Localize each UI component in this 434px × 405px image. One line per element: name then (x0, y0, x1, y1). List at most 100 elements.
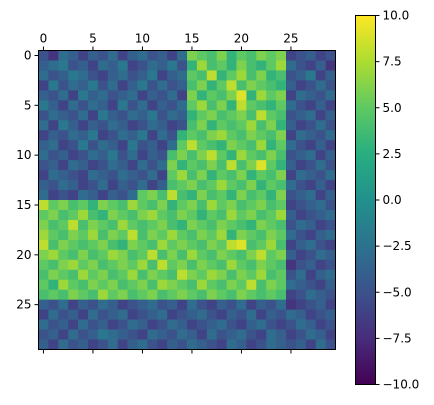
heatmap-cell (38, 299, 49, 310)
heatmap-cell (206, 50, 218, 61)
heatmap-cell (167, 229, 178, 241)
heatmap-cell (58, 219, 69, 231)
heatmap-cell (187, 200, 198, 211)
heatmap-cell (167, 100, 178, 111)
heatmap-cell (256, 239, 267, 251)
heatmap-cell (167, 160, 178, 171)
heatmap-cell (127, 170, 138, 181)
heatmap-cell (97, 209, 109, 221)
heatmap-cell (246, 219, 257, 231)
heatmap-cell (38, 239, 49, 251)
heatmap-cell (206, 209, 218, 221)
heatmap-cell (68, 200, 79, 211)
heatmap-cell (196, 170, 208, 181)
heatmap-cell (58, 329, 69, 340)
heatmap-cell (286, 100, 297, 111)
heatmap-cell (48, 200, 59, 211)
heatmap-cell (187, 289, 198, 301)
heatmap-cell (58, 259, 69, 271)
heatmap-cell (38, 229, 49, 241)
heatmap-cell (295, 339, 307, 350)
heatmap-cell (315, 229, 326, 241)
heatmap-cell (117, 120, 128, 131)
heatmap-cell (187, 120, 198, 131)
heatmap-cell (88, 140, 99, 151)
heatmap-cell (266, 279, 277, 291)
heatmap-cell (246, 90, 257, 101)
heatmap-cell (177, 319, 188, 330)
heatmap-cell (137, 209, 148, 221)
colorbar-tick-label: 7.5 (383, 55, 402, 69)
heatmap-cell (196, 60, 208, 71)
heatmap-cell (276, 249, 287, 261)
heatmap-cell (97, 80, 109, 91)
heatmap-cell (246, 120, 257, 131)
heatmap-cell (38, 319, 49, 330)
heatmap-cell (246, 319, 257, 330)
heatmap-cell (315, 319, 326, 330)
heatmap-cell (305, 299, 317, 310)
heatmap-cell (147, 319, 158, 330)
heatmap-cell (187, 160, 198, 171)
heatmap-cell (48, 160, 59, 171)
x-tick-label: 10 (135, 32, 150, 46)
heatmap-cell (226, 239, 237, 251)
heatmap-cell (48, 110, 59, 121)
heatmap-cell (276, 100, 287, 111)
heatmap-cell (147, 190, 158, 201)
heatmap-cell (147, 110, 158, 121)
heatmap-cell (137, 279, 148, 291)
heatmap-cell (97, 170, 109, 181)
heatmap-cell (127, 200, 138, 211)
heatmap-cell (276, 339, 287, 350)
heatmap-cell (137, 160, 148, 171)
heatmap-cell (226, 279, 237, 291)
heatmap-cell (68, 110, 79, 121)
heatmap-cell (78, 130, 89, 141)
heatmap-cell (325, 339, 336, 350)
heatmap-cell (68, 319, 79, 330)
heatmap-cell (315, 180, 326, 191)
heatmap-cell (276, 90, 287, 101)
colorbar (355, 15, 376, 385)
heatmap-cell (187, 140, 198, 151)
heatmap-cell (147, 239, 158, 251)
heatmap-cell (295, 299, 307, 310)
heatmap-cell (107, 100, 119, 111)
heatmap-cell (256, 269, 267, 281)
heatmap-cell (88, 60, 99, 71)
heatmap-cell (295, 180, 307, 191)
heatmap-cell (315, 249, 326, 261)
heatmap-cell (147, 50, 158, 61)
x-tick-label: 20 (234, 32, 249, 46)
heatmap-cell (206, 309, 218, 320)
heatmap-cell (97, 239, 109, 251)
heatmap-cell (295, 70, 307, 81)
heatmap-cell (157, 339, 168, 350)
heatmap-cell (295, 190, 307, 201)
heatmap-cell (196, 279, 208, 291)
heatmap-cell (216, 70, 227, 81)
heatmap-cell (315, 279, 326, 291)
heatmap-cell (157, 200, 168, 211)
heatmap-cell (48, 190, 59, 201)
heatmap-cell (107, 110, 119, 121)
heatmap-cell (256, 130, 267, 141)
heatmap-cell (38, 160, 49, 171)
heatmap-cell (206, 249, 218, 261)
heatmap-cell (127, 229, 138, 241)
heatmap-cell (256, 110, 267, 121)
heatmap-cell (266, 160, 277, 171)
heatmap-cell (236, 190, 247, 201)
heatmap-cell (315, 130, 326, 141)
heatmap-cell (325, 319, 336, 330)
heatmap-cell (305, 249, 317, 261)
heatmap-cell (97, 190, 109, 201)
heatmap-cell (295, 269, 307, 281)
heatmap-cell (137, 140, 148, 151)
heatmap-cell (137, 269, 148, 281)
heatmap-cell (266, 120, 277, 131)
heatmap-cell (177, 269, 188, 281)
heatmap-cell (196, 120, 208, 131)
heatmap-cell (276, 60, 287, 71)
